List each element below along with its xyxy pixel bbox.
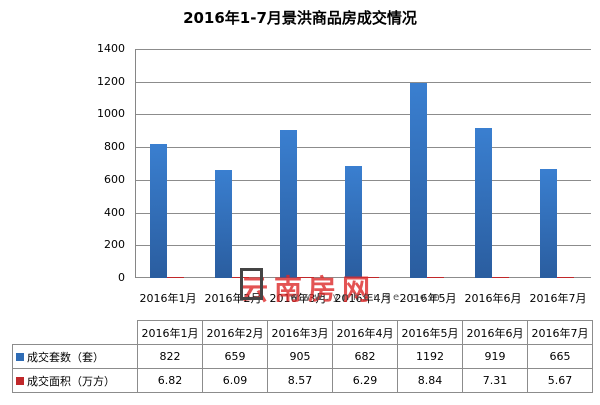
y-tick: 600 xyxy=(104,173,125,186)
legend-swatch-red-icon xyxy=(16,376,24,385)
bar-units xyxy=(280,130,297,278)
bar-area xyxy=(427,277,444,278)
table-corner xyxy=(12,320,138,345)
table-header-cell: 2016年6月 xyxy=(462,320,528,345)
bar-units xyxy=(475,128,492,278)
table-cell: 919 xyxy=(462,344,528,369)
bar-area xyxy=(362,277,379,278)
gridline xyxy=(136,82,591,83)
legend-label: 成交面积（万方） xyxy=(27,374,115,388)
bar-units xyxy=(540,169,557,278)
y-tick: 1200 xyxy=(97,75,125,88)
legend-entry-area: 成交面积（万方） xyxy=(12,368,138,393)
table-cell: 7.31 xyxy=(462,368,528,393)
y-tick: 200 xyxy=(104,238,125,251)
bar-area xyxy=(557,277,574,278)
bar-units xyxy=(345,166,362,278)
bar-area xyxy=(492,277,509,278)
data-table: 2016年1月 2016年2月 2016年3月 2016年4月 2016年5月 … xyxy=(12,320,593,393)
chart-title: 2016年1-7月景洪商品房成交情况 xyxy=(183,9,417,27)
table-row: 成交面积（万方） 6.82 6.09 8.57 6.29 8.84 7.31 5… xyxy=(12,368,593,393)
x-tick: 2016年4月 xyxy=(334,292,392,305)
table-cell: 659 xyxy=(202,344,268,369)
table-cell: 822 xyxy=(137,344,203,369)
table-header-row: 2016年1月 2016年2月 2016年3月 2016年4月 2016年5月 … xyxy=(12,320,593,345)
y-tick: 1400 xyxy=(97,42,125,55)
table-cell: 8.84 xyxy=(397,368,463,393)
table-cell: 5.67 xyxy=(527,368,593,393)
legend-label: 成交套数（套） xyxy=(27,350,104,364)
table-header-cell: 2016年5月 xyxy=(397,320,463,345)
gridline xyxy=(136,245,591,246)
x-tick: 2016年2月 xyxy=(204,292,262,305)
x-tick: 2016年5月 xyxy=(399,292,457,305)
gridline xyxy=(136,213,591,214)
table-cell: 6.82 xyxy=(137,368,203,393)
y-tick: 800 xyxy=(104,140,125,153)
table-cell: 1192 xyxy=(397,344,463,369)
bar-units xyxy=(410,83,427,278)
table-row: 成交套数（套） 822 659 905 682 1192 919 665 xyxy=(12,344,593,369)
plot-area xyxy=(135,49,591,278)
table-header-cell: 2016年7月 xyxy=(527,320,593,345)
table-cell: 665 xyxy=(527,344,593,369)
table-cell: 905 xyxy=(267,344,333,369)
y-tick: 1000 xyxy=(97,107,125,120)
y-tick: 0 xyxy=(118,271,125,284)
gridline xyxy=(136,114,591,115)
table-cell: 6.09 xyxy=(202,368,268,393)
watermark-box-icon xyxy=(240,268,263,300)
table-header-cell: 2016年4月 xyxy=(332,320,398,345)
table-cell: 6.29 xyxy=(332,368,398,393)
gridline xyxy=(136,49,591,50)
x-tick: 2016年1月 xyxy=(139,292,197,305)
x-tick: 2016年3月 xyxy=(269,292,327,305)
x-tick: 2016年6月 xyxy=(464,292,522,305)
x-tick: 2016年7月 xyxy=(529,292,587,305)
y-tick: 400 xyxy=(104,206,125,219)
bar-area xyxy=(167,277,184,278)
table-cell: 682 xyxy=(332,344,398,369)
table-header-cell: 2016年3月 xyxy=(267,320,333,345)
legend-entry-units: 成交套数（套） xyxy=(12,344,138,369)
gridline xyxy=(136,180,591,181)
bar-units xyxy=(215,170,232,278)
table-cell: 8.57 xyxy=(267,368,333,393)
watermark-url: www.ynhouse.com xyxy=(290,292,444,303)
table-header-cell: 2016年1月 xyxy=(137,320,203,345)
bar-units xyxy=(150,144,167,278)
gridline xyxy=(136,147,591,148)
bar-area xyxy=(297,277,314,278)
legend-swatch-blue-icon xyxy=(16,352,24,361)
table-header-cell: 2016年2月 xyxy=(202,320,268,345)
